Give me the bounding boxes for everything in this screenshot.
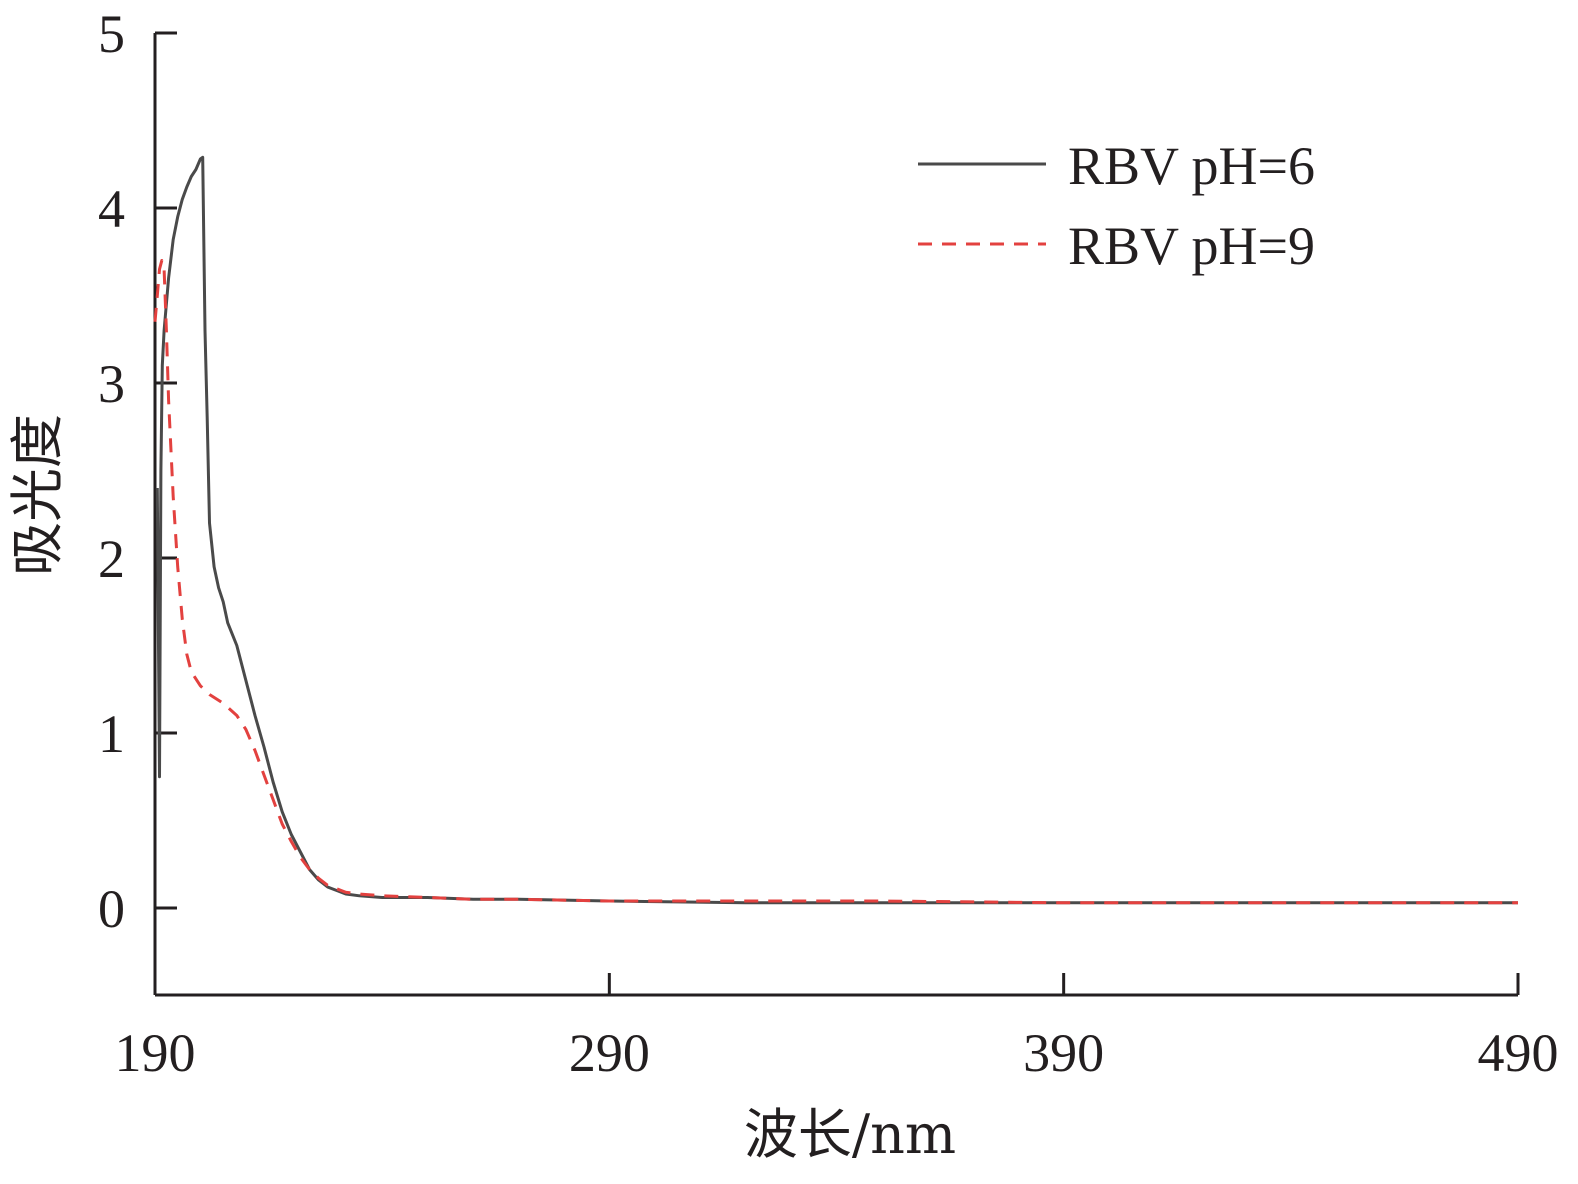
y-axis-title: 吸光度 bbox=[6, 414, 69, 576]
y-tick-label: 2 bbox=[98, 529, 125, 589]
x-tick-label: 490 bbox=[1478, 1023, 1559, 1083]
y-tick-label: 3 bbox=[98, 354, 125, 414]
legend-label-2: RBV pH=9 bbox=[1068, 216, 1315, 276]
legend-label-1: RBV pH=6 bbox=[1068, 136, 1315, 196]
series-layer bbox=[153, 155, 1518, 905]
series-line-1 bbox=[155, 155, 1518, 905]
x-tick-label: 190 bbox=[115, 1023, 196, 1083]
legend: RBV pH=6 RBV pH=9 bbox=[918, 136, 1315, 276]
x-tick-label: 390 bbox=[1023, 1023, 1104, 1083]
x-axis-title: 波长/nm bbox=[744, 1103, 956, 1166]
series-line-2 bbox=[153, 259, 1518, 905]
y-tick-label: 0 bbox=[98, 879, 125, 939]
axes: 0 1 2 3 4 5 190 290 390 490 bbox=[98, 4, 1559, 1083]
y-tick-label: 5 bbox=[98, 4, 125, 64]
y-tick-label: 1 bbox=[98, 704, 125, 764]
y-tick-label: 4 bbox=[98, 179, 125, 239]
x-tick-label: 290 bbox=[569, 1023, 650, 1083]
